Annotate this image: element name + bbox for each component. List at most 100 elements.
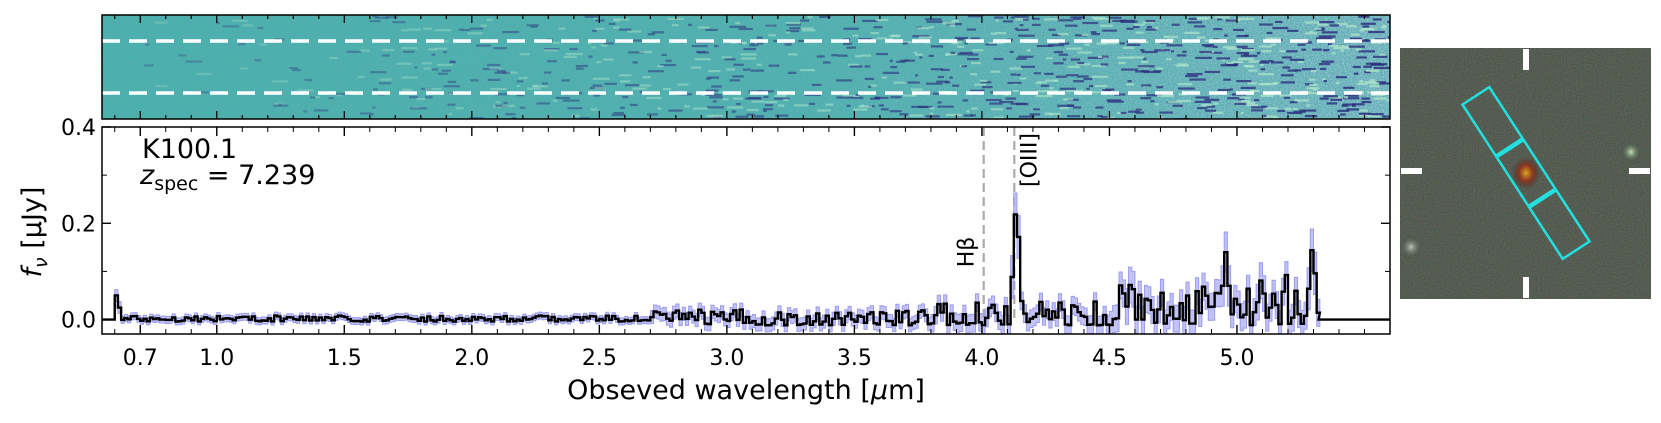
spectrum-2d-pixel bbox=[571, 114, 580, 117]
spectrum-2d-pixel bbox=[729, 79, 740, 82]
spectrum-2d-pixel bbox=[1323, 95, 1338, 98]
spectrum-2d-pixel bbox=[1053, 79, 1059, 82]
spectrum-2d-pixel bbox=[949, 76, 953, 79]
spectrum-2d-pixel bbox=[396, 62, 412, 65]
spectrum-2d-pixel bbox=[522, 76, 528, 80]
spectrum-2d-pixel bbox=[476, 44, 491, 47]
spectrum-2d-pixel bbox=[329, 56, 338, 60]
spectrum-2d-pixel bbox=[1305, 32, 1317, 35]
spectrum-2d-pixel bbox=[1141, 50, 1158, 54]
spectrum-2d-pixel bbox=[809, 102, 816, 105]
spectrum-2d-pixel bbox=[706, 106, 724, 109]
spectrum-2d-pixel bbox=[1018, 34, 1035, 37]
x-tick-label: 2.5 bbox=[582, 346, 617, 371]
spectrum-2d-pixel bbox=[378, 82, 392, 85]
spectrum-2d-pixel bbox=[1002, 20, 1014, 23]
spectrum-2d-pixel bbox=[420, 87, 432, 90]
spectrum-2d-pixel bbox=[1322, 78, 1326, 81]
spectrum-2d-pixel bbox=[1321, 31, 1338, 34]
spectrum-2d-pixel bbox=[743, 47, 757, 51]
spectrum-2d-pixel bbox=[1373, 97, 1387, 100]
spectrum-2d-pixel bbox=[334, 92, 351, 96]
spectrum-2d-pixel bbox=[1150, 100, 1155, 103]
spectrum-2d-pixel bbox=[1197, 107, 1208, 110]
spectrum-2d-pixel bbox=[1178, 87, 1195, 90]
spectrum-2d-pixel bbox=[1371, 63, 1388, 66]
spectrum-2d-pixel bbox=[1201, 44, 1215, 47]
spectrum-2d-pixel bbox=[1199, 50, 1212, 54]
spectrum-2d-pixel bbox=[1266, 31, 1273, 35]
spectrum-2d-pixel bbox=[962, 99, 969, 102]
spectrum-2d-pixel bbox=[434, 29, 452, 32]
spectrum-2d-pixel bbox=[431, 68, 439, 71]
spectrum-2d-pixel bbox=[382, 54, 390, 57]
spectrum-2d-pixel bbox=[1176, 54, 1187, 57]
spectrum-2d-pixel bbox=[918, 36, 932, 39]
spectrum-2d-pixel bbox=[1279, 50, 1286, 53]
spectrum-2d-pixel bbox=[543, 48, 560, 51]
spectrum-2d-pixel bbox=[569, 48, 578, 51]
spectrum-2d-pixel bbox=[971, 61, 981, 65]
spectrum-2d-pixel bbox=[1048, 28, 1056, 31]
spectrum-2d-pixel bbox=[565, 52, 583, 56]
spectrum-2d-pixel bbox=[1352, 103, 1365, 106]
spectrum-2d-pixel bbox=[1036, 44, 1054, 48]
spectrum-2d-pixel bbox=[425, 96, 433, 99]
spectrum-2d-pixel bbox=[1272, 26, 1289, 30]
spectrum-2d-pixel bbox=[1319, 97, 1329, 100]
spectrum-2d-pixel bbox=[837, 54, 848, 57]
spectrum-2d-pixel bbox=[1359, 29, 1365, 32]
spectrum-2d-pixel bbox=[1348, 45, 1365, 48]
spectrum-2d-pixel bbox=[1120, 111, 1127, 115]
spectrum-2d-pixel bbox=[502, 104, 515, 107]
spectrum-2d-pixel bbox=[852, 96, 864, 99]
spectrum-2d-pixel bbox=[668, 109, 683, 112]
spectrum-2d-pixel bbox=[825, 103, 834, 106]
spectrum-2d-pixel bbox=[1038, 81, 1047, 84]
x-tick-label: 1.0 bbox=[199, 346, 234, 371]
spectrum-2d-pixel bbox=[991, 108, 1004, 111]
spectrum-2d-pixel bbox=[873, 26, 883, 29]
spectrum-2d-panel bbox=[101, 14, 1391, 120]
spectrum-2d-pixel bbox=[441, 69, 451, 72]
spectrum-2d-pixel bbox=[1140, 97, 1152, 100]
spectrum-2d-pixel bbox=[705, 89, 719, 92]
spectrum-2d-pixel bbox=[486, 18, 493, 21]
spectrum-2d-pixel bbox=[1077, 75, 1089, 78]
spectrum-2d-pixel bbox=[289, 67, 298, 70]
spectrum-2d-pixel bbox=[1349, 37, 1362, 40]
spectrum-2d-pixel bbox=[1029, 113, 1041, 116]
spectrum-2d-pixel bbox=[778, 104, 785, 107]
spectrum-2d-pixel bbox=[662, 87, 672, 91]
spectrum-2d-pixel bbox=[259, 43, 267, 46]
spectrum-2d-pixel bbox=[945, 113, 962, 117]
spectrum-2d-pixel bbox=[1109, 16, 1122, 19]
spectrum-2d-pixel bbox=[1226, 47, 1237, 50]
spectrum-2d-pixel bbox=[928, 54, 935, 58]
spectrum-2d-pixel bbox=[1293, 108, 1298, 111]
spectrum-2d-pixel bbox=[1314, 27, 1322, 30]
spectrum-2d-pixel bbox=[848, 63, 860, 66]
spectrum-2d-pixel bbox=[1045, 57, 1053, 60]
spectrum-2d-pixel bbox=[1366, 69, 1380, 72]
spectrum-2d-pixel bbox=[1216, 57, 1231, 60]
spectrum-2d-pixel bbox=[712, 100, 717, 103]
spectrum-2d-pixel bbox=[904, 81, 920, 84]
spectrum-2d-pixel bbox=[783, 98, 789, 102]
spectrum-2d-pixel bbox=[1364, 71, 1371, 74]
spectrum-2d-pixel bbox=[647, 70, 664, 73]
spectrum-2d-pixel bbox=[495, 101, 501, 104]
spectrum-2d-pixel bbox=[1280, 74, 1294, 77]
spectrum-2d-pixel bbox=[1323, 80, 1328, 83]
spectrum-2d-pixel bbox=[489, 67, 502, 70]
spectrum-2d-pixel bbox=[855, 93, 860, 96]
spectrum-2d-pixel bbox=[1081, 33, 1089, 36]
spectrum-2d-pixel bbox=[785, 22, 801, 25]
spectrum-2d-pixel bbox=[1289, 58, 1305, 61]
spectrum-2d-pixel bbox=[502, 30, 520, 34]
spectrum-2d-pixel bbox=[937, 101, 942, 104]
spectrum-2d-pixel bbox=[1317, 23, 1328, 26]
neighbor-source-right bbox=[1620, 141, 1642, 163]
spectrum-2d-pixel bbox=[876, 52, 889, 56]
spectrum-2d-pixel bbox=[1154, 27, 1159, 30]
